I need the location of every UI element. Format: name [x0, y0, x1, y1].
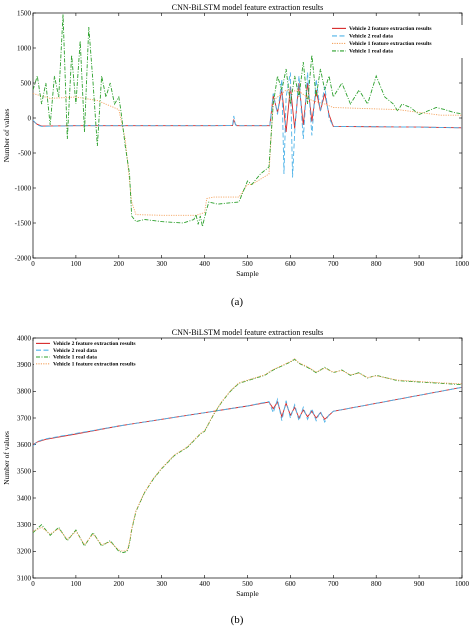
y-tick-label: -500: [18, 149, 31, 157]
x-tick-label: 900: [414, 260, 425, 268]
y-tick-label: 3800: [17, 388, 32, 396]
series-line-1: [33, 82, 462, 133]
x-axis-label: Sample: [236, 269, 259, 278]
y-tick-label: -2000: [15, 254, 32, 262]
x-tick-label: 700: [328, 580, 339, 588]
y-tick-label: 0: [28, 114, 32, 122]
legend-entry: Vehicle 1 feature extraction results: [349, 41, 432, 47]
caption-b: (b): [230, 614, 244, 626]
legend-entry: Vehicle 2 feature extraction results: [53, 341, 136, 347]
x-tick-label: 600: [285, 260, 296, 268]
legend-box: [34, 340, 174, 371]
y-tick-label: -1000: [15, 184, 32, 192]
x-tick-label: 600: [285, 580, 296, 588]
legend-box: [330, 25, 464, 58]
y-tick-label: 3700: [17, 414, 32, 422]
x-tick-label: 300: [156, 580, 167, 588]
x-tick-label: 200: [114, 260, 125, 268]
y-tick-label: 4000: [17, 334, 32, 342]
caption-a: (a): [230, 296, 244, 308]
x-tick-label: 300: [156, 260, 167, 268]
y-axis-label: Number of values: [2, 109, 11, 163]
y-tick-label: 3200: [17, 548, 32, 556]
y-tick-label: 3500: [17, 468, 32, 476]
x-tick-label: 700: [328, 260, 339, 268]
x-tick-label: 400: [199, 580, 210, 588]
y-tick-label: 3900: [17, 361, 32, 369]
series-line-2: [33, 72, 462, 178]
x-tick-label: 500: [242, 580, 253, 588]
series-line-4: [33, 14, 462, 227]
legend-entry: Vehicle 1 feature extraction results: [53, 361, 136, 367]
x-tick-label: 100: [71, 580, 82, 588]
series-line-3: [33, 358, 462, 554]
x-tick-label: 100: [71, 260, 82, 268]
legend-entry: Vehicle 2 real data: [53, 348, 97, 354]
x-tick-label: 800: [371, 580, 382, 588]
series-line-3: [33, 89, 462, 216]
x-tick-label: 800: [371, 260, 382, 268]
y-tick-label: 3100: [17, 574, 32, 582]
series-line-4: [33, 358, 462, 552]
series-line-2: [33, 386, 462, 447]
chart-title: CNN-BiLSTM model feature extraction resu…: [172, 328, 324, 337]
y-tick-label: 1500: [17, 9, 32, 17]
x-tick-label: 0: [31, 580, 35, 588]
y-tick-label: 3600: [17, 441, 32, 449]
x-tick-label: 1000: [455, 260, 470, 268]
series-line-1: [33, 386, 462, 446]
plot-frame: [32, 337, 463, 579]
legend-entry: Vehicle 1 real data: [349, 49, 393, 55]
legend-entry: Vehicle 2 feature extraction results: [349, 26, 432, 32]
x-tick-label: 1000: [455, 580, 470, 588]
x-tick-label: 500: [242, 260, 253, 268]
y-axis-label: Number of values: [2, 431, 11, 485]
x-tick-label: 400: [199, 260, 210, 268]
y-tick-label: 1000: [17, 44, 32, 52]
y-tick-label: 3300: [17, 521, 32, 529]
y-tick-label: -1500: [15, 219, 32, 227]
y-tick-label: 3400: [17, 494, 32, 502]
x-tick-label: 200: [114, 580, 125, 588]
y-tick-label: 500: [21, 79, 32, 87]
legend-entry: Vehicle 2 real data: [349, 34, 393, 40]
x-axis-label: Sample: [236, 589, 259, 598]
chart-title: CNN-BiLSTM model feature extraction resu…: [172, 3, 324, 12]
x-tick-label: 900: [414, 580, 425, 588]
legend-entry: Vehicle 1 real data: [53, 355, 97, 361]
x-tick-label: 0: [31, 260, 35, 268]
